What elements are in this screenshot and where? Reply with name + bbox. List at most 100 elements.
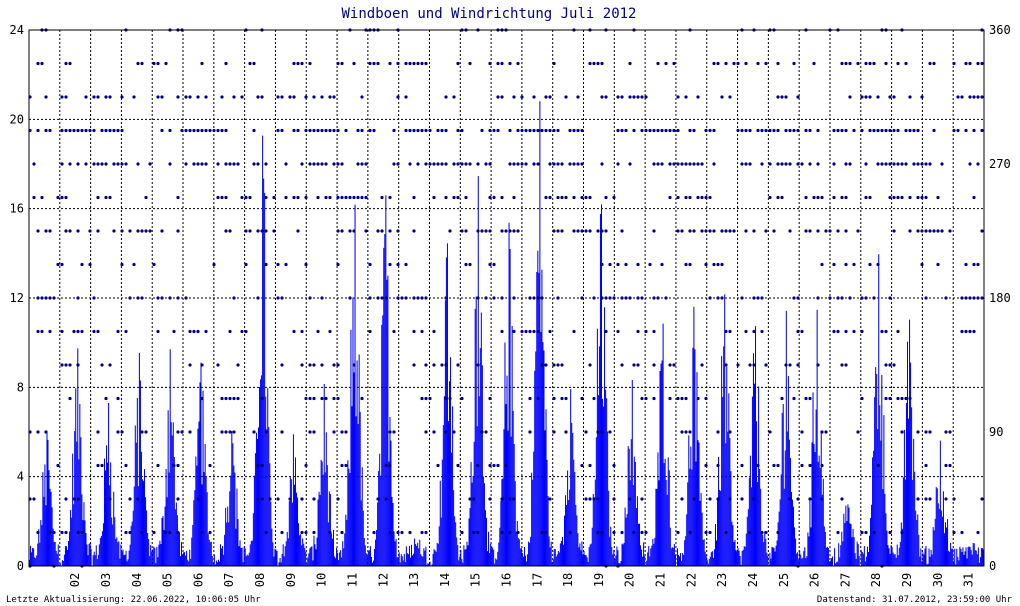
gust-bar <box>398 552 400 566</box>
direction-dot <box>600 95 604 99</box>
gust-bar <box>821 494 823 566</box>
direction-dot <box>632 128 636 133</box>
gust-bar <box>692 347 694 566</box>
gust-bar <box>847 504 849 566</box>
gust-bar <box>51 507 53 566</box>
direction-dot <box>560 162 564 166</box>
direction-dot <box>728 329 732 334</box>
gust-bar <box>251 540 253 566</box>
direction-dot <box>780 162 784 166</box>
gust-bar <box>346 519 348 566</box>
gust-bar <box>652 538 654 566</box>
gust-bar <box>799 550 801 566</box>
gust-bar <box>815 409 817 566</box>
direction-dot <box>948 229 952 233</box>
direction-dot <box>612 530 616 535</box>
direction-dot <box>184 296 188 300</box>
x-tick-label: 11 <box>345 573 359 587</box>
direction-dot <box>488 162 492 166</box>
direction-dot <box>104 396 108 401</box>
gust-bar <box>972 543 974 566</box>
gust-bar <box>437 543 439 566</box>
direction-dot <box>904 61 908 66</box>
gust-bar <box>213 554 215 566</box>
direction-dot <box>436 162 440 166</box>
direction-dot <box>388 262 392 267</box>
direction-dot <box>532 296 536 300</box>
direction-dot <box>388 61 392 66</box>
gust-bar <box>510 436 512 566</box>
gust-bar <box>279 558 281 566</box>
gust-bar <box>180 542 183 566</box>
direction-dot <box>720 296 724 300</box>
gust-bar <box>901 528 903 566</box>
gust-bar <box>639 545 642 566</box>
direction-dot <box>708 128 712 133</box>
direction-dot <box>220 195 224 200</box>
gust-bar <box>880 440 882 566</box>
gust-bar <box>153 546 155 566</box>
gust-bar <box>343 548 345 566</box>
direction-dot <box>844 61 848 66</box>
direction-dot <box>312 95 316 99</box>
direction-dot <box>232 95 236 99</box>
gust-bar <box>542 342 544 566</box>
gust-bar <box>766 552 768 566</box>
gust-bar <box>202 390 204 566</box>
gust-bar <box>383 247 385 566</box>
footer-last-update: Letzte Aktualisierung: 22.06.2022, 10:06… <box>6 595 261 605</box>
direction-dot <box>528 128 532 133</box>
direction-dot <box>316 162 320 166</box>
gust-bar <box>118 541 120 566</box>
direction-dot <box>740 128 744 133</box>
gust-bar <box>521 552 523 566</box>
direction-dot <box>840 363 844 367</box>
direction-dot <box>88 262 92 267</box>
gust-bar <box>80 437 82 566</box>
direction-dot <box>92 329 96 334</box>
direction-dot <box>56 195 60 200</box>
direction-dot <box>464 195 468 200</box>
direction-dot <box>752 229 756 233</box>
direction-dot <box>108 363 112 367</box>
direction-dot <box>908 128 912 133</box>
gust-bar <box>32 547 34 566</box>
direction-dot <box>820 430 824 434</box>
gust-bar <box>479 348 481 566</box>
direction-dot <box>460 396 464 401</box>
direction-dot <box>76 530 80 535</box>
direction-dot <box>536 128 540 133</box>
direction-dot <box>288 95 292 99</box>
direction-dot <box>468 61 472 66</box>
direction-dot <box>524 128 528 133</box>
direction-dot <box>292 195 296 200</box>
direction-dot <box>580 296 584 300</box>
gust-bar <box>237 519 239 566</box>
gust-bar <box>724 294 726 566</box>
gust-bar <box>973 543 975 566</box>
gust-bar <box>70 509 72 566</box>
direction-dot <box>552 61 556 66</box>
direction-dot <box>76 497 80 501</box>
gust-bar <box>159 540 161 566</box>
gust-bar <box>497 551 499 566</box>
gust-bar <box>586 557 588 566</box>
direction-dot <box>160 128 164 133</box>
direction-dot <box>548 162 552 166</box>
direction-dot <box>620 296 624 300</box>
gust-bar <box>672 547 674 566</box>
gust-bar <box>526 561 528 566</box>
gust-bar <box>193 500 195 566</box>
direction-dot <box>132 95 136 99</box>
gust-bar <box>474 308 476 566</box>
gust-bar <box>192 524 194 566</box>
direction-dot <box>412 128 416 133</box>
gust-bar <box>739 555 741 566</box>
gust-bar <box>916 520 918 566</box>
direction-dot <box>840 195 844 200</box>
direction-dot <box>280 296 284 300</box>
gust-bar <box>391 496 393 566</box>
direction-dot <box>632 530 636 535</box>
gust-bar <box>435 551 437 566</box>
direction-dot <box>792 61 796 66</box>
